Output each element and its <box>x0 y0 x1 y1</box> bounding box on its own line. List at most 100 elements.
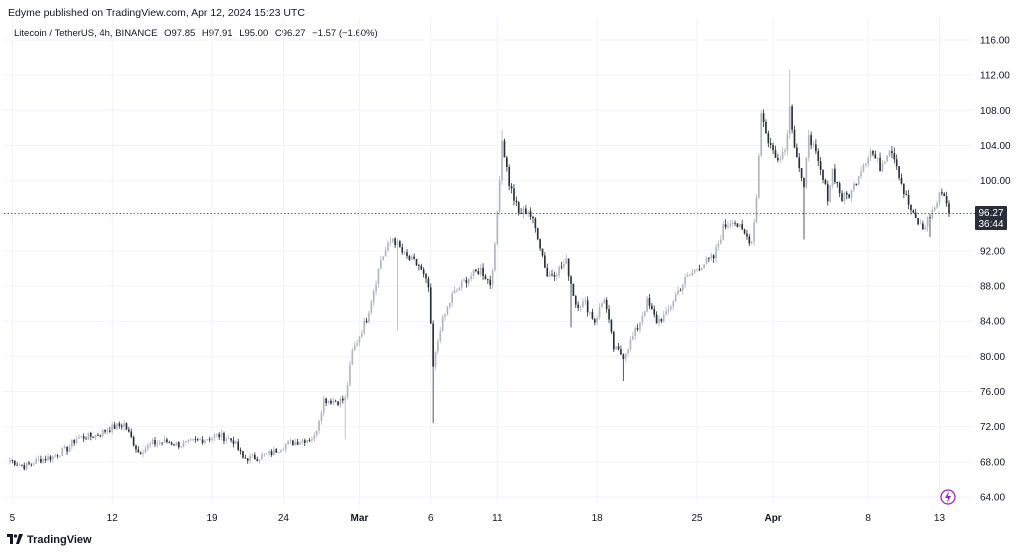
candle-body <box>738 224 741 227</box>
candle-body <box>472 269 475 277</box>
candle-body <box>109 430 111 432</box>
candle-body <box>135 445 137 450</box>
candle-body <box>275 449 278 453</box>
candle-body <box>208 439 211 441</box>
candle-body <box>612 331 615 350</box>
symbol-title[interactable]: Litecoin / TetherUS, 4h, BINANCE <box>14 28 158 39</box>
candle-body <box>579 307 582 308</box>
candle-body <box>772 144 774 151</box>
candle-body <box>78 437 80 439</box>
candle-body <box>334 400 337 402</box>
candle-body <box>349 364 351 385</box>
lightning-icon[interactable] <box>940 489 956 505</box>
candle-body <box>681 284 684 291</box>
candle-body <box>28 462 30 464</box>
candle-body <box>555 275 558 277</box>
candle-body <box>137 449 140 453</box>
candle-body <box>320 412 323 421</box>
candle-body <box>634 328 637 336</box>
candle-body <box>13 460 16 465</box>
candle-body <box>508 166 511 187</box>
candle-body <box>372 290 375 302</box>
candle-body <box>358 336 361 343</box>
candle-body <box>194 439 197 440</box>
candle-body <box>132 436 135 446</box>
candle-body <box>368 312 370 323</box>
candle-body <box>593 318 596 323</box>
candle-body <box>89 432 92 437</box>
candle-body <box>94 435 97 438</box>
candle-body <box>92 436 95 438</box>
candle-body <box>843 192 846 202</box>
candle-body <box>475 269 477 272</box>
candle-body <box>646 298 648 312</box>
candle-body <box>177 442 180 448</box>
candle-body <box>465 279 468 284</box>
candle-body <box>258 459 261 461</box>
price-tick-label: 116.00 <box>980 36 1010 47</box>
candle-body <box>139 452 142 454</box>
candle-body <box>151 440 154 444</box>
candle-body <box>470 276 473 279</box>
candle-body <box>456 290 458 291</box>
candle-body <box>817 151 820 162</box>
candle-body <box>893 153 896 160</box>
candle-body <box>204 440 206 443</box>
candle-body <box>888 151 891 156</box>
candle-body <box>660 318 663 322</box>
candles <box>9 69 950 472</box>
candle-body <box>750 241 753 244</box>
candle-body <box>653 308 656 315</box>
candle-body <box>629 339 632 350</box>
candle-body <box>765 121 767 134</box>
candle-body <box>446 307 449 315</box>
candle-body <box>779 159 782 161</box>
candle-body <box>339 398 342 406</box>
candle-body <box>175 442 178 446</box>
candle-body <box>463 279 465 282</box>
candle-body <box>591 312 594 319</box>
candle-body <box>40 458 42 463</box>
candle-body <box>479 267 482 275</box>
candle-body <box>322 398 325 413</box>
candle-body <box>936 202 938 208</box>
candle-body <box>900 177 903 184</box>
candle-body <box>441 316 444 332</box>
publisher-line: Edyme published on TradingView.com, Apr … <box>8 7 305 19</box>
time-tick-label: 18 <box>592 513 604 524</box>
candle-body <box>510 186 513 189</box>
countdown-label: 36:44 <box>978 219 1003 230</box>
candle-body <box>570 276 572 284</box>
candle-body <box>289 440 292 442</box>
candle-body <box>277 452 280 453</box>
candle-body <box>244 457 247 459</box>
candle-body <box>665 310 667 315</box>
time-tick-label: 6 <box>428 513 434 524</box>
tradingview-logo[interactable]: TradingView <box>7 533 92 547</box>
candle-body <box>655 314 658 324</box>
candle-body <box>168 441 171 443</box>
candle-body <box>860 171 862 177</box>
candle-body <box>486 279 489 281</box>
candle-body <box>123 423 125 427</box>
candle-body <box>727 225 729 228</box>
time-tick-label: 24 <box>278 513 290 524</box>
time-axis[interactable]: 5 12 19 24 Mar 6 11 18 25 Apr 8 13 <box>10 513 946 524</box>
candle-body <box>503 140 506 158</box>
candle-body <box>577 304 579 308</box>
candle-body <box>898 166 900 178</box>
candle-body <box>610 319 613 332</box>
time-tick-label: 13 <box>934 513 946 524</box>
candle-body <box>836 181 839 184</box>
candle-body <box>16 464 18 466</box>
candle-body <box>467 278 470 284</box>
candle-body <box>147 444 149 449</box>
candle-body <box>941 192 943 194</box>
candle-body <box>399 241 401 248</box>
candle-body <box>572 283 575 296</box>
price-axis[interactable]: 64.00 68.00 72.00 76.00 80.00 84.00 88.00 92.00… <box>980 36 1011 504</box>
candle-body <box>282 449 285 451</box>
ohlc-low: L95.00 <box>239 28 269 39</box>
candle-body <box>21 464 23 466</box>
